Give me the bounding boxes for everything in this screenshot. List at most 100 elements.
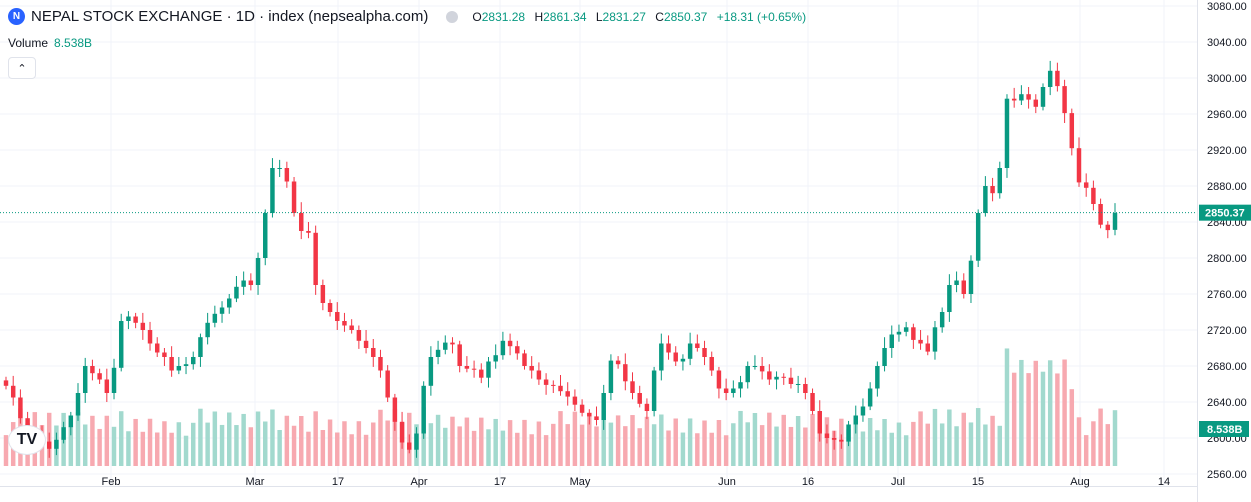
candle-body — [399, 421, 405, 443]
candle-body — [3, 380, 9, 386]
candle-body — [659, 343, 664, 371]
volume-label[interactable]: Volume — [8, 36, 49, 50]
volume-bar — [205, 422, 210, 466]
volume-bar — [968, 422, 974, 466]
candle-body — [853, 415, 858, 425]
candle-body — [752, 366, 758, 367]
candle-body — [1026, 94, 1031, 100]
volume-bar — [608, 422, 614, 466]
high-value: 2861.34 — [543, 9, 587, 24]
volume-bar — [565, 424, 570, 466]
candle-body — [176, 366, 182, 371]
volume-bar — [666, 430, 671, 466]
volume-bar — [1062, 359, 1067, 466]
change-value: +18.31 (+0.65%) — [716, 9, 807, 24]
candle-body — [817, 411, 822, 434]
volume-bar — [522, 419, 527, 466]
candle-body — [630, 381, 635, 393]
candle-body — [795, 384, 801, 385]
volume-bar — [198, 408, 203, 466]
volume-bar — [896, 422, 902, 466]
volume-bar — [875, 430, 880, 466]
candle-body — [61, 427, 66, 440]
volume-bar — [795, 416, 801, 466]
candle-body — [363, 340, 369, 348]
volume-bar — [97, 428, 102, 466]
candle-body — [212, 313, 218, 323]
candle-body — [385, 370, 390, 398]
volume-bar — [558, 411, 563, 466]
candle-body — [680, 358, 686, 362]
volume-bar — [601, 410, 606, 466]
volume-bar — [651, 424, 657, 466]
volume-bar — [392, 408, 398, 466]
volume-bar — [1076, 417, 1082, 466]
volume-bar — [536, 421, 542, 466]
candle-body — [349, 325, 354, 330]
time-tick-label: 17 — [332, 476, 344, 488]
last-price-badge — [1199, 204, 1251, 221]
low-label: L — [595, 9, 603, 24]
candle-body — [731, 388, 736, 393]
price-tick-label: 2680.00 — [1207, 361, 1247, 373]
volume-bar — [133, 418, 138, 466]
volume-bar — [745, 422, 750, 466]
time-tick-label: 15 — [972, 476, 984, 488]
candle-body — [781, 376, 786, 378]
volume-bar — [176, 422, 182, 466]
candle-body — [133, 316, 138, 323]
candle-body — [608, 360, 614, 393]
candle-body — [846, 424, 851, 442]
volume-bar — [457, 426, 462, 466]
volume-bar — [3, 435, 9, 466]
volume-bar — [299, 416, 304, 466]
volume-bar — [644, 416, 650, 466]
volume-bar — [990, 415, 995, 466]
candle-body — [97, 373, 102, 380]
candle-body — [227, 298, 232, 308]
candle-body — [335, 312, 340, 321]
time-tick-label: Apr — [410, 476, 427, 488]
candle-body — [939, 312, 945, 328]
volume-bar — [363, 434, 369, 466]
volume-bar — [118, 411, 124, 466]
volume-bar — [759, 425, 765, 466]
volume-bar — [335, 432, 340, 466]
time-tick-label: 16 — [802, 476, 814, 488]
volume-bar — [551, 423, 556, 466]
volume-bar — [1011, 372, 1017, 466]
volume-bar — [1040, 371, 1046, 466]
candle-body — [371, 348, 376, 357]
volume-bar — [385, 420, 390, 466]
volume-bar — [450, 416, 455, 466]
candle-body — [601, 393, 606, 420]
volume-bar — [947, 409, 952, 466]
candle-body — [587, 412, 592, 417]
candle-body — [1069, 113, 1075, 149]
candle-body — [1112, 213, 1118, 230]
collapse-legend-button[interactable]: ⌃ — [8, 57, 36, 79]
candle-body — [889, 334, 894, 348]
candle-body — [493, 355, 498, 362]
candle-body — [320, 285, 326, 303]
volume-bar — [781, 414, 786, 466]
time-tick-label: Feb — [102, 476, 121, 488]
tradingview-logo[interactable]: TV — [8, 425, 46, 455]
volume-bar — [371, 422, 376, 466]
candle-body — [54, 439, 59, 449]
candle-body — [579, 404, 585, 413]
candle-body — [443, 342, 448, 350]
symbol-logo[interactable]: N — [8, 8, 25, 25]
chevron-up-icon: ⌃ — [17, 62, 27, 75]
candle-body — [118, 321, 124, 368]
volume-bar — [320, 430, 326, 466]
symbol-title[interactable]: NEPAL STOCK EXCHANGE · 1D · index (nepse… — [31, 8, 429, 25]
candle-body — [378, 357, 383, 371]
volume-bar — [90, 415, 95, 466]
candle-body — [1062, 86, 1067, 114]
volume-bar — [918, 411, 923, 466]
volume-bar — [147, 418, 153, 466]
volume-bar — [623, 426, 628, 466]
candle-body — [896, 331, 902, 335]
